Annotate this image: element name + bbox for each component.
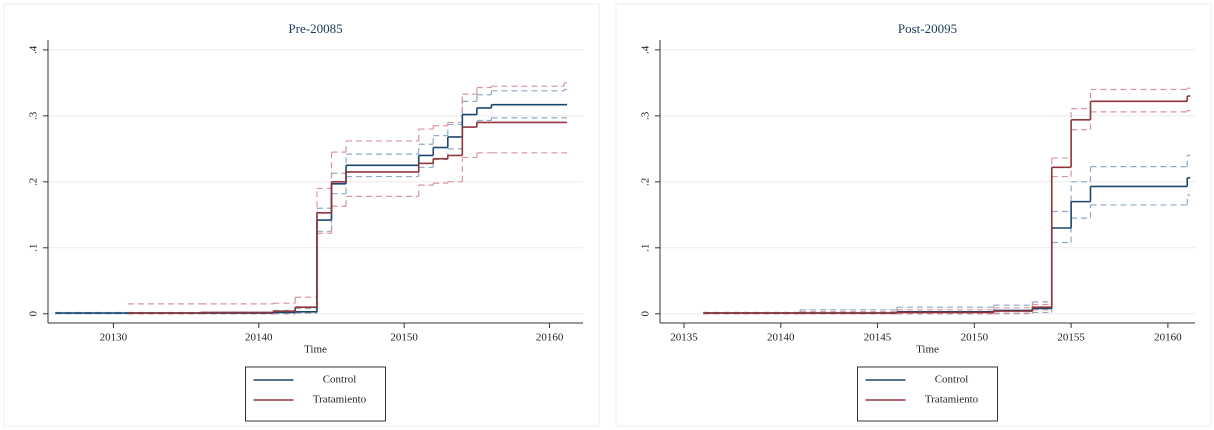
panel-bg (3, 3, 600, 427)
chart-title: Post-20095 (898, 21, 957, 36)
x-tick-label: 20135 (670, 332, 698, 344)
y-tick-label: 0 (640, 311, 652, 317)
x-tick-label: 20140 (767, 332, 795, 344)
y-tick-label: .2 (28, 178, 40, 186)
y-tick-label: .3 (640, 111, 652, 120)
x-tick-label: 20150 (390, 332, 418, 344)
legend-label: Control (935, 374, 969, 386)
panel-bg (615, 3, 1212, 427)
y-tick-label: .4 (640, 45, 652, 54)
legend-box (857, 366, 998, 422)
x-tick-label: 20130 (100, 332, 128, 344)
chart-title: Pre-20085 (288, 21, 342, 36)
y-tick-label: 0 (28, 311, 40, 317)
legend-label: Control (323, 374, 357, 386)
x-axis-label: Time (304, 344, 327, 356)
x-axis-label: Time (916, 344, 939, 356)
y-tick-label: .2 (640, 178, 652, 186)
y-tick-label: .3 (28, 111, 40, 120)
legend-label: Tratamiento (313, 394, 367, 406)
legend-box (245, 366, 386, 422)
x-tick-label: 20155 (1057, 332, 1085, 344)
y-tick-label: .4 (28, 45, 40, 54)
y-tick-label: .1 (28, 244, 40, 252)
x-tick-label: 20160 (536, 332, 564, 344)
x-tick-label: 20140 (245, 332, 273, 344)
x-tick-label: 20145 (864, 332, 892, 344)
x-tick-label: 20150 (961, 332, 989, 344)
legend-label: Tratamiento (925, 394, 979, 406)
x-tick-label: 20160 (1154, 332, 1182, 344)
y-tick-label: .1 (640, 244, 652, 252)
